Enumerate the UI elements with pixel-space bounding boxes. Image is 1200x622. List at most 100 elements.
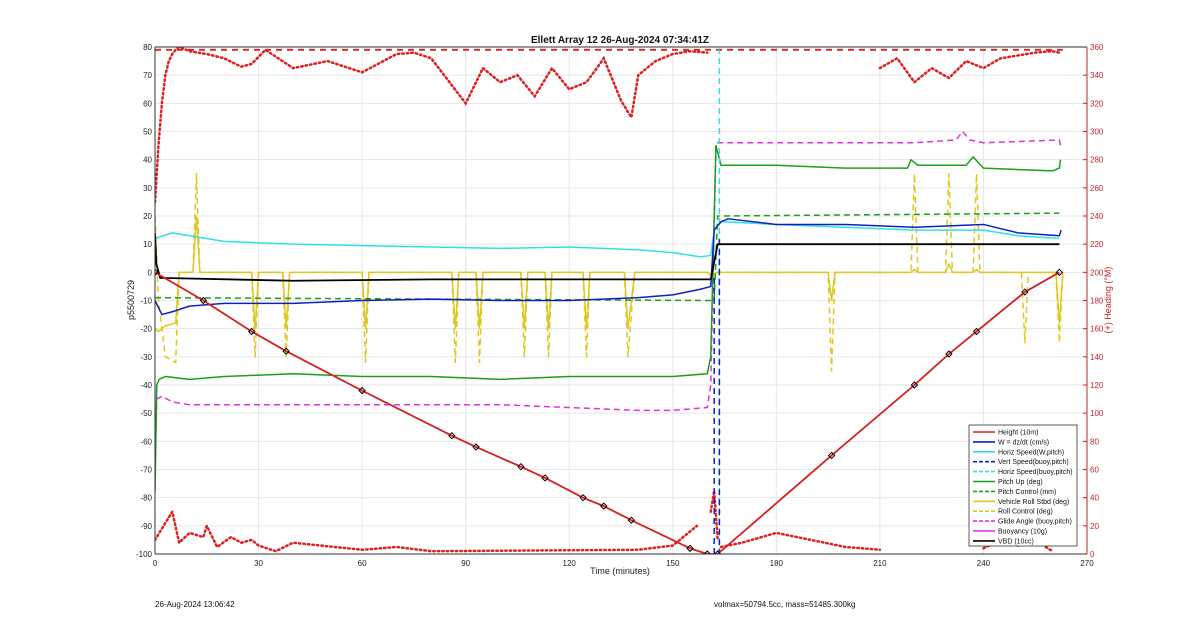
legend-label: Vert Speed(buoy,pitch) xyxy=(998,459,1069,466)
legend-box xyxy=(968,424,1078,547)
legend-label: Pitch Control (mm) xyxy=(998,489,1056,496)
series-w xyxy=(155,218,1062,316)
height-marker xyxy=(972,327,981,336)
y-tick-label: -50 xyxy=(140,409,152,418)
y-tick-label: -60 xyxy=(140,437,152,446)
y2-tick-label: 0 xyxy=(1090,550,1095,559)
y-tick-label: 10 xyxy=(143,240,152,249)
height-marker xyxy=(472,443,480,451)
y-tick-label: -30 xyxy=(140,353,152,362)
height-marker xyxy=(541,474,549,482)
height-marker xyxy=(448,431,456,440)
footer-timestamp: 26-Aug-2024 13:06:42 xyxy=(155,600,235,609)
footer-stats: volmax=50794.5cc, mass=51485.300kg xyxy=(714,600,856,609)
series-height xyxy=(155,271,1060,554)
y-tick-label: 80 xyxy=(143,43,152,52)
y-tick-label: -90 xyxy=(140,522,152,531)
legend-label: Buoyancy (10g) xyxy=(998,529,1047,536)
y2-tick-label: 240 xyxy=(1090,212,1104,221)
y2-tick-label: 100 xyxy=(1090,409,1104,418)
y2-tick-label: 360 xyxy=(1090,43,1104,52)
y2-tick-label: 280 xyxy=(1090,156,1104,165)
y-tick-label: -40 xyxy=(140,381,152,390)
height-marker-end xyxy=(1055,268,1064,277)
x-tick-label: 0 xyxy=(153,559,158,568)
y-tick-label: -20 xyxy=(140,325,152,334)
height-marker xyxy=(703,550,712,554)
legend-label: Glide Angle (buoy,pitch) xyxy=(998,519,1072,526)
y2-tick-label: 140 xyxy=(1090,353,1104,362)
y-tick-label: 50 xyxy=(143,128,152,137)
height-marker xyxy=(358,386,366,395)
heading-series xyxy=(719,531,882,552)
series-roll xyxy=(155,215,1064,333)
x-tick-label: 120 xyxy=(563,559,577,568)
series-horiz xyxy=(155,220,1060,258)
series-glide xyxy=(155,130,1062,470)
legend-label: Pitch Up (deg) xyxy=(998,479,1043,486)
series-vbd xyxy=(155,232,1060,282)
x-tick-label: 60 xyxy=(358,559,367,568)
legend-label: Horiz Speed(buoy,pitch) xyxy=(998,469,1073,476)
y2-tick-label: 340 xyxy=(1090,71,1104,80)
y-tick-label: 30 xyxy=(143,184,152,193)
x-tick-label: 180 xyxy=(770,559,784,568)
height-marker xyxy=(517,462,525,471)
chart-title: Ellett Array 12 26-Aug-2024 07:34:41Z xyxy=(531,35,709,46)
y2-tick-label: 320 xyxy=(1090,99,1104,108)
legend-label: Height (10m) xyxy=(998,430,1038,437)
legend-label: Roll Control (deg) xyxy=(998,509,1053,516)
series-layer xyxy=(155,47,1064,554)
legend-label: VBD (10cc) xyxy=(998,538,1034,545)
legend-label: Vehicle Roll Stbd (deg) xyxy=(998,499,1069,506)
y-tick-label: -10 xyxy=(140,297,152,306)
legend-label: W = dz/dt (cm/s) xyxy=(998,439,1049,446)
y2-tick-label: 200 xyxy=(1090,268,1104,277)
heading-series xyxy=(155,508,699,553)
x-tick-label: 240 xyxy=(977,559,991,568)
height-marker xyxy=(686,544,694,553)
y-tick-label: 60 xyxy=(143,99,152,108)
y-tick-label: 0 xyxy=(148,268,153,277)
height-marker xyxy=(827,451,836,460)
height-marker xyxy=(247,327,256,336)
height-marker xyxy=(579,493,587,502)
y-tick-label: -80 xyxy=(140,494,152,503)
x-tick-label: 270 xyxy=(1080,559,1094,568)
y2-tick-label: 20 xyxy=(1090,522,1099,531)
height-marker xyxy=(282,347,290,355)
y2-tick-label: 300 xyxy=(1090,128,1104,137)
height-marker xyxy=(600,502,608,510)
y-tick-label: 40 xyxy=(143,156,152,165)
height-marker xyxy=(945,350,953,358)
y-axis-label: p5500729 xyxy=(126,280,136,320)
x-tick-label: 30 xyxy=(254,559,263,568)
y2-tick-label: 80 xyxy=(1090,437,1099,446)
y2-tick-label: 180 xyxy=(1090,297,1104,306)
x-tick-label: 90 xyxy=(461,559,470,568)
x-tick-label: 150 xyxy=(666,559,680,568)
grid xyxy=(154,46,1088,555)
y2-tick-label: 220 xyxy=(1090,240,1104,249)
legend-label: Horiz Speed(W,pitch) xyxy=(998,449,1064,456)
y-tick-label: 20 xyxy=(143,212,152,221)
height-marker xyxy=(910,381,919,389)
y2-axis-label: (+) Heading (°M) xyxy=(1103,267,1113,334)
y-tick-label: -70 xyxy=(140,466,152,475)
x-tick-label: 210 xyxy=(873,559,887,568)
legend: Height (10m) W = dz/dt (cm/s) Horiz Speed(… xyxy=(968,424,1078,547)
height-marker xyxy=(713,550,722,554)
x-axis-label: Time (minutes) xyxy=(590,566,650,576)
height-marker-start xyxy=(155,268,159,277)
height-marker xyxy=(199,296,208,305)
y-tick-label: 70 xyxy=(143,71,152,80)
y-tick-label: -100 xyxy=(136,550,153,559)
y2-tick-label: 160 xyxy=(1090,325,1104,334)
y2-tick-label: 40 xyxy=(1090,494,1099,503)
y2-tick-label: 60 xyxy=(1090,466,1099,475)
axes: 0 30 60 90 120 150 180 210 240 270-100-90-80-70-6… xyxy=(136,43,1104,568)
heading-series xyxy=(878,49,1061,85)
height-marker xyxy=(627,516,636,524)
height-marker xyxy=(1021,288,1029,296)
